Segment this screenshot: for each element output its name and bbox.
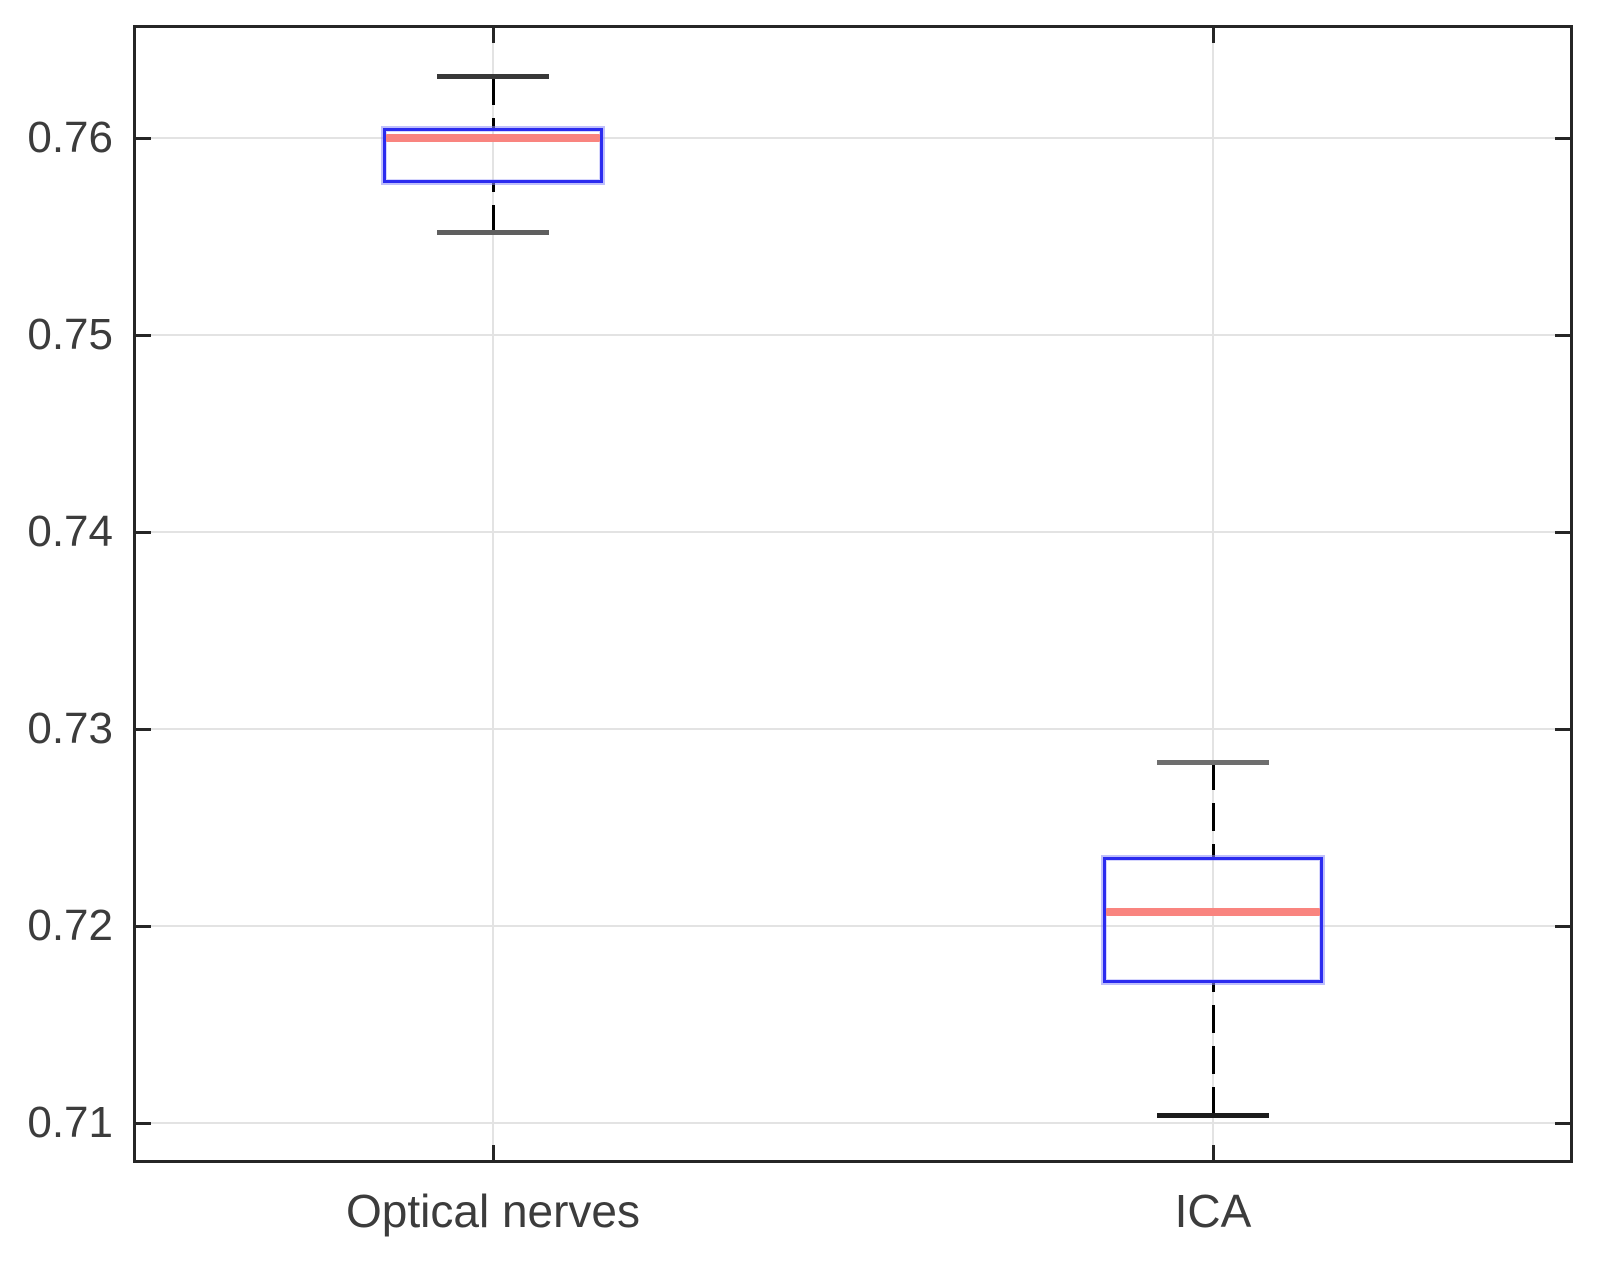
lower-whisker-cap-optical-nerves [437, 230, 549, 236]
gridline-y-0.71 [136, 1122, 1570, 1124]
gridline-y-0.73 [136, 728, 1570, 730]
ytick-right-0.75 [1555, 333, 1570, 337]
lower-whisker-ica [1211, 983, 1215, 1116]
y-axis-tick-label: 0.72 [27, 901, 113, 950]
iqr-box-ica [1103, 857, 1323, 984]
gridline-y-0.72 [136, 925, 1570, 927]
gridline-x-optical-nerves [492, 28, 494, 1160]
plot-border [133, 25, 1573, 1163]
y-axis-tick-label: 0.75 [27, 310, 113, 359]
ytick-left-0.75 [136, 333, 151, 337]
ytick-left-0.74 [136, 530, 151, 534]
x-axis-label-optical-nerves: Optical nerves [345, 1185, 641, 1237]
ytick-left-0.76 [136, 136, 151, 140]
xtick-bottom-ica [1211, 1145, 1215, 1160]
upper-whisker-cap-ica [1157, 759, 1269, 765]
gridline-y-0.76 [136, 137, 1570, 139]
xtick-bottom-optical-nerves [491, 1145, 495, 1160]
median-line-ica [1106, 908, 1320, 917]
iqr-box-optical-nerves [383, 128, 603, 184]
y-axis-tick-label: 0.74 [27, 507, 113, 556]
median-line-optical-nerves [386, 134, 600, 142]
ytick-right-0.76 [1555, 136, 1570, 140]
ytick-right-0.71 [1555, 1121, 1570, 1125]
ytick-right-0.72 [1555, 924, 1570, 928]
upper-whisker-ica [1211, 762, 1215, 858]
x-axis-label-ica: ICA [1174, 1185, 1252, 1237]
upper-whisker-optical-nerves [491, 76, 495, 129]
ytick-left-0.71 [136, 1121, 151, 1125]
gridline-y-0.75 [136, 334, 1570, 336]
ytick-left-0.73 [136, 727, 151, 731]
ytick-right-0.74 [1555, 530, 1570, 534]
y-axis-tick-label: 0.73 [27, 704, 113, 753]
ytick-right-0.73 [1555, 727, 1570, 731]
upper-whisker-cap-optical-nerves [437, 74, 549, 80]
ytick-left-0.72 [136, 924, 151, 928]
y-axis-tick-label: 0.71 [27, 1098, 113, 1147]
gridline-x-ica [1212, 28, 1214, 1160]
lower-whisker-cap-ica [1157, 1112, 1269, 1118]
gridline-y-0.74 [136, 531, 1570, 533]
lower-whisker-optical-nerves [491, 183, 495, 233]
xtick-top-ica [1211, 28, 1215, 43]
y-axis-tick-label: 0.76 [27, 113, 113, 162]
xtick-top-optical-nerves [491, 28, 495, 43]
